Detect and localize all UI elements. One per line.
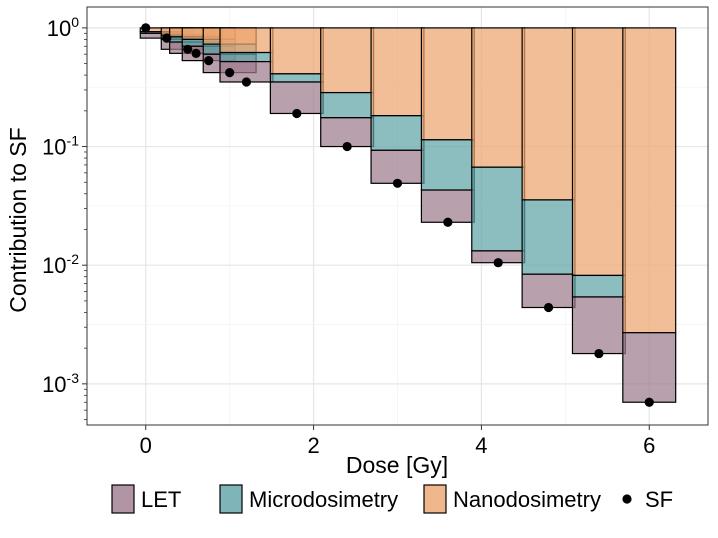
nanodosimetry-bar bbox=[219, 27, 274, 54]
dose-group bbox=[219, 27, 274, 83]
microdosimetry-bar bbox=[471, 166, 526, 252]
microdosimetry-bar bbox=[370, 115, 425, 151]
let-bar bbox=[521, 273, 576, 309]
sf-point bbox=[443, 217, 453, 227]
microdosimetry-bar bbox=[320, 91, 375, 119]
legend-swatch bbox=[111, 484, 135, 514]
legend-item: SF bbox=[622, 487, 673, 512]
nanodosimetry-bar bbox=[471, 27, 526, 168]
legend-label: LET bbox=[141, 487, 181, 512]
dose-group bbox=[521, 27, 576, 309]
legend-label: Microdosimetry bbox=[249, 487, 398, 512]
dose-group bbox=[571, 27, 626, 355]
nanodosimetry-bar bbox=[622, 27, 677, 334]
sf-point bbox=[183, 44, 193, 54]
y-axis-title: Contribution to SF bbox=[5, 127, 31, 312]
sf-point bbox=[191, 48, 201, 58]
legend-point-marker bbox=[622, 494, 632, 504]
sf-point bbox=[644, 397, 654, 407]
legend-swatch bbox=[219, 484, 243, 514]
x-tick-label: 4 bbox=[475, 433, 487, 458]
let-bar bbox=[320, 117, 375, 148]
sf-point bbox=[162, 33, 172, 43]
nanodosimetry-bar bbox=[420, 27, 475, 141]
dose-group bbox=[471, 27, 526, 264]
y-tick-label: 10-3 bbox=[42, 370, 79, 397]
microdosimetry-bar bbox=[571, 274, 626, 298]
nanodosimetry-bar bbox=[521, 27, 576, 201]
sf-point bbox=[493, 258, 503, 268]
axes: 0 2 4 6 100 10-1 10-2 10-3 bbox=[42, 14, 655, 458]
sf-point bbox=[292, 108, 302, 119]
legend-item: LET bbox=[111, 484, 181, 514]
nanodosimetry-bar bbox=[571, 27, 626, 277]
sf-point bbox=[392, 178, 403, 188]
y-tick-label: 10-2 bbox=[42, 251, 79, 278]
sf-point bbox=[141, 23, 151, 33]
dose-group bbox=[269, 27, 324, 115]
y-tick-label: 100 bbox=[47, 14, 79, 41]
x-tick-label: 6 bbox=[643, 433, 655, 458]
x-axis-title: Dose [Gy] bbox=[346, 452, 448, 478]
legend-item: Microdosimetry bbox=[219, 484, 398, 514]
let-bar bbox=[420, 189, 475, 223]
microdosimetry-bar bbox=[269, 73, 324, 83]
sf-point bbox=[342, 141, 352, 152]
microdosimetry-bar bbox=[521, 199, 576, 275]
sf-point bbox=[204, 56, 214, 66]
legend-item: Nanodosimetry bbox=[423, 484, 601, 514]
x-tick-label: 2 bbox=[307, 433, 319, 458]
dose-group bbox=[320, 27, 375, 148]
y-tick-label: 10-1 bbox=[42, 133, 79, 160]
legend: LET Microdosimetry Nanodosimetry SF bbox=[111, 484, 673, 514]
legend-label: SF bbox=[645, 487, 673, 512]
sf-point bbox=[594, 348, 604, 359]
microdosimetry-bar bbox=[219, 51, 274, 63]
sf-point bbox=[225, 67, 235, 78]
dose-group bbox=[370, 27, 425, 184]
sf-points bbox=[141, 23, 654, 407]
plot-panel-border bbox=[86, 6, 709, 426]
nanodosimetry-bar bbox=[370, 27, 425, 117]
sf-point bbox=[241, 77, 252, 87]
sf-point bbox=[543, 302, 554, 313]
let-bar bbox=[269, 81, 324, 115]
microdosimetry-bar bbox=[420, 139, 475, 191]
let-bar bbox=[571, 296, 626, 355]
let-bar bbox=[622, 332, 677, 403]
dose-group bbox=[420, 27, 475, 223]
legend-swatch bbox=[423, 484, 447, 514]
bars bbox=[139, 27, 677, 403]
let-bar bbox=[370, 149, 425, 184]
nanodosimetry-bar bbox=[269, 27, 324, 75]
nanodosimetry-bar bbox=[320, 27, 375, 94]
legend-label: Nanodosimetry bbox=[453, 487, 601, 512]
x-tick-label: 0 bbox=[140, 433, 152, 458]
dose-group bbox=[622, 27, 677, 403]
